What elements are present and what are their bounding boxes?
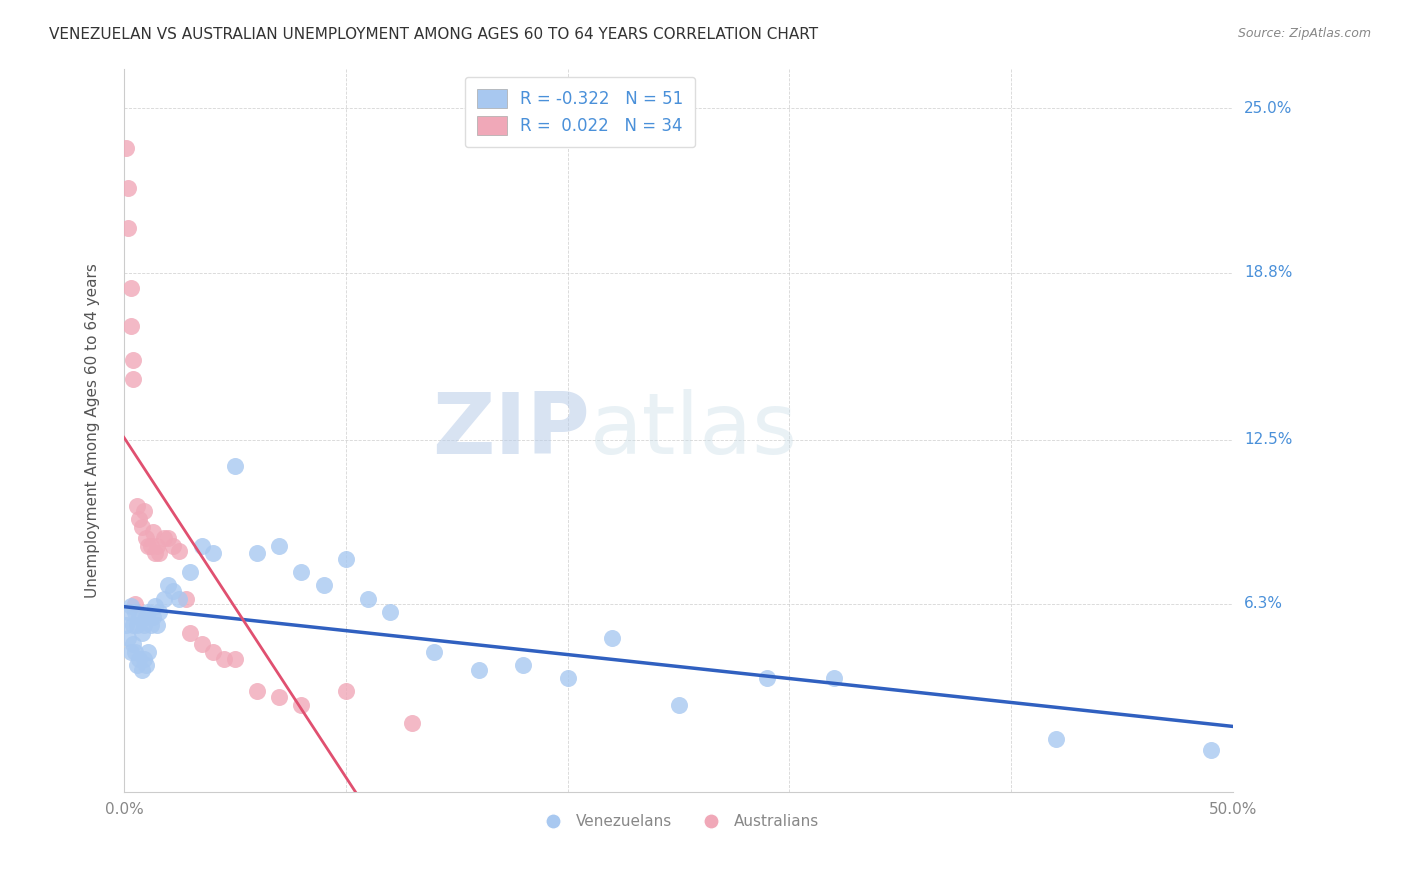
Point (335, 551, 357, 566)
Point (139, 618, 162, 632)
Point (131, 663, 153, 677)
Point (378, 605, 401, 619)
Point (142, 525, 165, 540)
Point (128, 652, 150, 666)
Point (120, 644, 142, 658)
Point (162, 539, 184, 553)
Point (128, 610, 150, 624)
Point (142, 610, 165, 624)
Point (121, 618, 143, 632)
Point (169, 591, 191, 606)
Point (135, 531, 157, 545)
Point (131, 626, 153, 640)
Point (357, 591, 380, 606)
Point (468, 663, 491, 677)
Point (117, 220, 139, 235)
Point (115, 618, 138, 632)
Point (201, 546, 224, 560)
Point (246, 684, 269, 698)
Point (143, 546, 166, 560)
Point (127, 657, 149, 672)
Point (1045, 731, 1067, 746)
Text: 6.3%: 6.3% (1244, 597, 1284, 611)
Point (124, 605, 146, 619)
Point (132, 504, 155, 518)
Point (190, 539, 212, 553)
Point (179, 565, 201, 579)
Point (135, 657, 157, 672)
Point (121, 636, 143, 650)
Point (557, 671, 579, 685)
Point (179, 626, 201, 640)
Point (190, 636, 212, 650)
Point (312, 578, 335, 592)
Point (124, 644, 146, 658)
Text: Source: ZipAtlas.com: Source: ZipAtlas.com (1237, 27, 1371, 40)
Point (121, 371, 143, 385)
Point (120, 318, 142, 333)
Text: ZIP: ZIP (432, 389, 589, 472)
Point (131, 520, 153, 534)
Point (157, 531, 180, 545)
Point (117, 632, 139, 646)
Point (756, 671, 779, 685)
Point (246, 546, 269, 560)
Point (157, 578, 180, 592)
Point (127, 618, 149, 632)
Point (174, 591, 197, 606)
Y-axis label: Unemployment Among Ages 60 to 64 years: Unemployment Among Ages 60 to 64 years (86, 263, 100, 598)
Point (423, 644, 446, 658)
Point (668, 698, 690, 712)
Point (135, 610, 157, 624)
Point (136, 644, 159, 658)
Point (117, 181, 139, 195)
Point (139, 539, 162, 553)
Point (1199, 742, 1222, 756)
Point (290, 565, 312, 579)
Text: 18.8%: 18.8% (1244, 265, 1292, 280)
Point (120, 281, 142, 295)
Point (136, 539, 159, 553)
Point (153, 531, 176, 545)
Point (823, 671, 845, 685)
Point (132, 652, 155, 666)
Legend: Venezuelans, Australians: Venezuelans, Australians (531, 808, 825, 835)
Point (153, 591, 176, 606)
Point (127, 499, 149, 513)
Point (162, 583, 184, 598)
Point (146, 539, 169, 553)
Point (121, 353, 143, 368)
Point (201, 644, 224, 658)
Point (124, 597, 146, 611)
Point (115, 141, 138, 155)
Text: atlas: atlas (589, 389, 797, 472)
Point (143, 599, 166, 614)
Point (128, 512, 150, 526)
Point (136, 605, 159, 619)
Point (148, 605, 170, 619)
Point (169, 544, 191, 558)
Text: 25.0%: 25.0% (1244, 101, 1292, 116)
Point (120, 599, 142, 614)
Point (146, 618, 169, 632)
Point (600, 632, 623, 646)
Point (117, 605, 139, 619)
Point (335, 684, 357, 698)
Point (132, 618, 155, 632)
Point (290, 698, 312, 712)
Point (512, 657, 534, 672)
Point (224, 458, 246, 473)
Point (224, 652, 246, 666)
Text: 12.5%: 12.5% (1244, 432, 1292, 447)
Point (212, 652, 235, 666)
Point (401, 716, 423, 731)
Text: VENEZUELAN VS AUSTRALIAN UNEMPLOYMENT AMONG AGES 60 TO 64 YEARS CORRELATION CHAR: VENEZUELAN VS AUSTRALIAN UNEMPLOYMENT AM… (49, 27, 818, 42)
Point (148, 546, 170, 560)
Point (269, 539, 291, 553)
Point (269, 690, 291, 704)
